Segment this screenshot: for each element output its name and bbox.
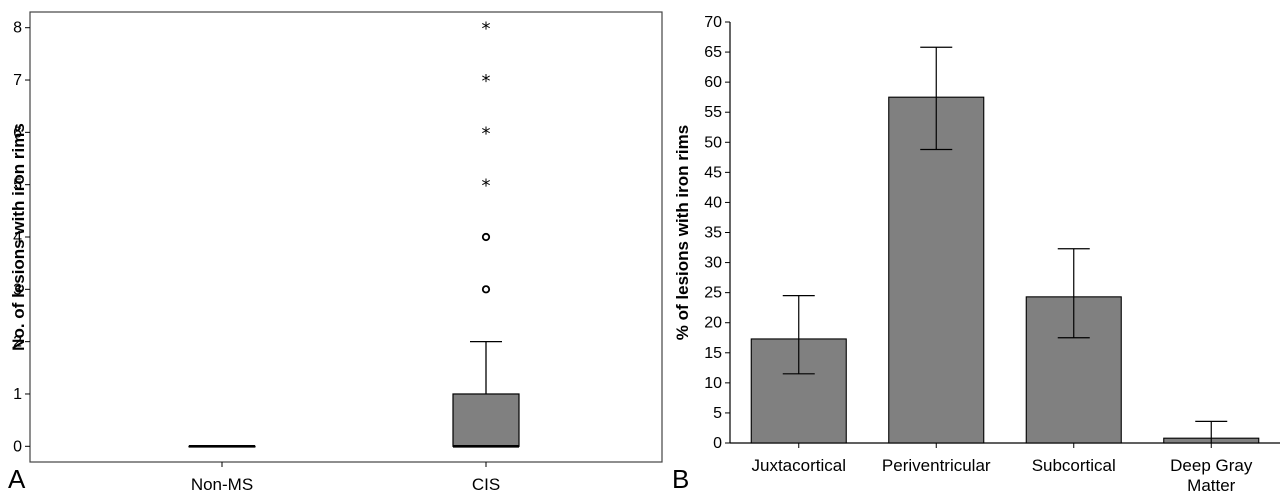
x-category-label: CIS [472,475,500,494]
extreme-point: * [482,123,491,144]
y-tick-label: 2 [13,334,22,351]
y-tick-label: 5 [13,177,22,194]
y-tick-label: 0 [713,435,722,452]
panel-a-box-plot: 0 1 2 3 4 5 6 7 8 No. of lesions with iron rims No… [8,11,663,494]
y-tick-label: 60 [704,74,722,91]
x-category-label: Non-MS [191,475,253,494]
y-tick-label: 0 [13,438,22,455]
y-tick-label: 25 [704,285,722,302]
y-tick-label: 40 [704,194,722,211]
y-axis-label: % of lesions with iron rims [673,125,692,340]
y-tick-label: 4 [13,229,22,246]
x-category-label: Subcortical [1032,456,1116,475]
panel-letter-a: A [8,464,26,494]
y-tick-label: 55 [704,104,722,121]
y-tick-label: 5 [713,405,722,422]
x-category-label: Deep Gray [1170,456,1253,475]
y-tick-label: 1 [13,386,22,403]
y-tick-label: 3 [13,281,22,298]
box-cis [452,393,520,447]
y-tick-label: 50 [704,134,722,151]
x-category-label: Periventricular [882,456,991,475]
extreme-point: * [482,19,491,40]
y-tick-label: 10 [704,375,722,392]
outlier-point [481,232,491,242]
y-tick-label: 35 [704,225,722,242]
extreme-point: * [482,71,491,92]
panel-b-bar-chart: 0 5 10 15 20 25 30 35 40 45 50 55 60 65 70 % of lesions… [672,14,1280,494]
y-tick-label: 65 [704,44,722,61]
x-category-label: Matter [1187,476,1236,494]
y-tick-label: 70 [704,14,722,31]
outlier-point [481,285,491,294]
extreme-point: * [482,176,491,197]
y-tick-label: 15 [704,345,722,362]
x-category-label: Juxtacortical [752,456,846,475]
bar [888,96,985,444]
panel-letter-b: B [672,464,689,494]
plot-frame [29,11,663,463]
y-tick-label: 8 [13,20,22,37]
y-tick-label: 45 [704,164,722,181]
y-axis-label: No. of lesions with iron rims [9,123,28,351]
y-tick-label: 20 [704,315,722,332]
y-tick-label: 7 [13,72,22,89]
y-tick-label: 6 [13,124,22,141]
y-tick-label: 30 [704,255,722,272]
